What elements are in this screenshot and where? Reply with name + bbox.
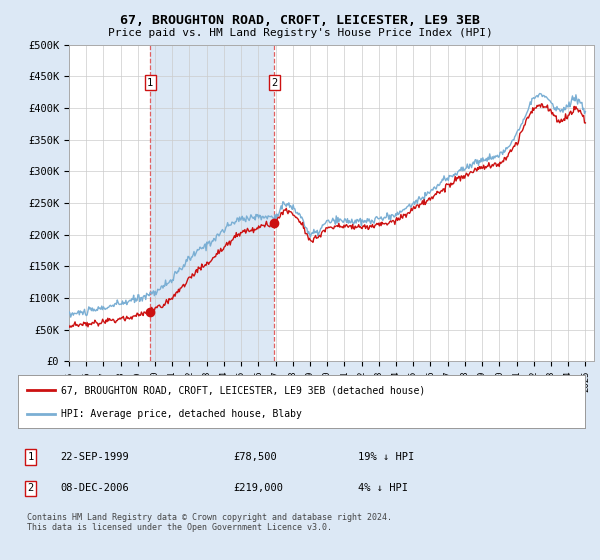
Text: 2: 2 <box>28 483 34 493</box>
Text: 19% ↓ HPI: 19% ↓ HPI <box>358 452 415 462</box>
Text: 67, BROUGHTON ROAD, CROFT, LEICESTER, LE9 3EB (detached house): 67, BROUGHTON ROAD, CROFT, LEICESTER, LE… <box>61 385 425 395</box>
Text: 1: 1 <box>28 452 34 462</box>
Text: HPI: Average price, detached house, Blaby: HPI: Average price, detached house, Blab… <box>61 408 301 418</box>
Text: 4% ↓ HPI: 4% ↓ HPI <box>358 483 408 493</box>
Text: Contains HM Land Registry data © Crown copyright and database right 2024.
This d: Contains HM Land Registry data © Crown c… <box>26 512 392 532</box>
Text: 2: 2 <box>271 78 277 88</box>
Text: Price paid vs. HM Land Registry's House Price Index (HPI): Price paid vs. HM Land Registry's House … <box>107 28 493 38</box>
Text: 08-DEC-2006: 08-DEC-2006 <box>61 483 129 493</box>
Text: 22-SEP-1999: 22-SEP-1999 <box>61 452 129 462</box>
Text: £219,000: £219,000 <box>233 483 283 493</box>
Bar <box>150 45 274 361</box>
Text: £78,500: £78,500 <box>233 452 277 462</box>
Text: 1: 1 <box>147 78 154 88</box>
Text: 67, BROUGHTON ROAD, CROFT, LEICESTER, LE9 3EB: 67, BROUGHTON ROAD, CROFT, LEICESTER, LE… <box>120 14 480 27</box>
